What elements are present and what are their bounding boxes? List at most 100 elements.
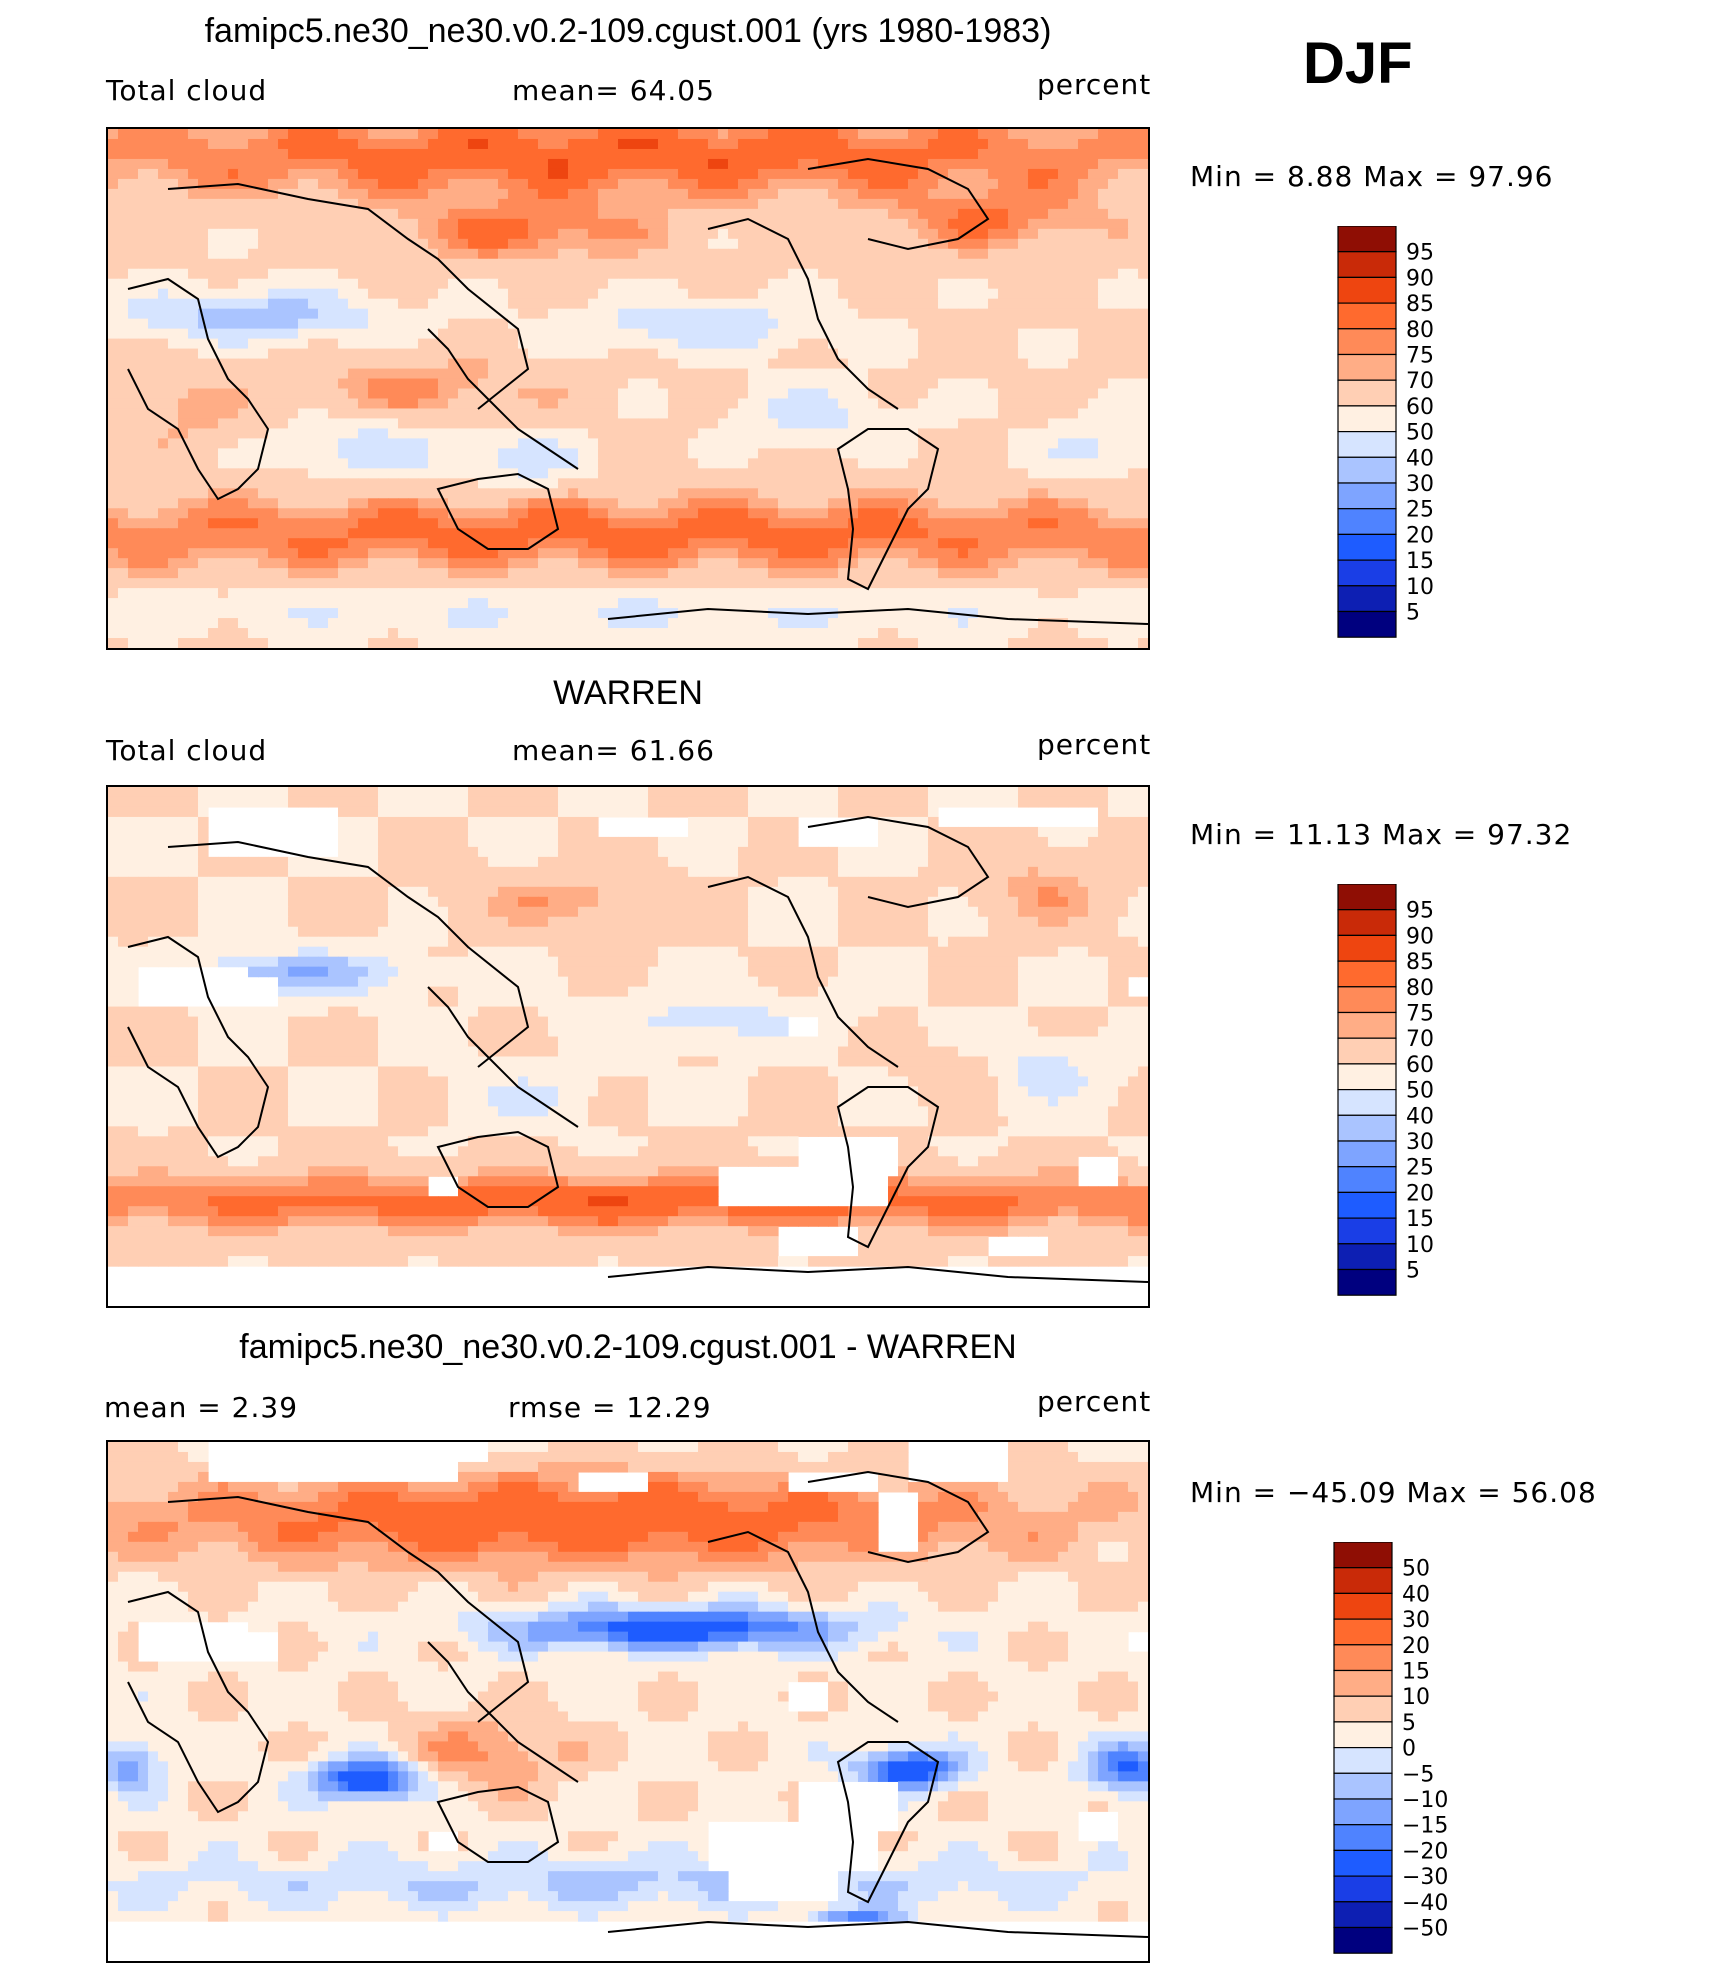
colorbar-box: [1337, 1140, 1397, 1168]
colorbar-tick-label: 25: [1406, 1156, 1434, 1181]
panel-2-units-label: percent: [1037, 728, 1152, 761]
panel-1-variable-label: Total cloud: [106, 74, 268, 107]
colorbar-tick-label: 20: [1406, 523, 1434, 548]
colorbar-box: [1337, 1037, 1397, 1065]
colorbar-box: [1337, 328, 1397, 356]
colorbar-tick-label: 40: [1406, 1104, 1434, 1129]
coastline: [607, 1920, 1148, 1938]
panel-2-variable-label: Total cloud: [106, 734, 268, 767]
colorbar-box: [1337, 1089, 1397, 1116]
colorbar-tick-label: 85: [1406, 950, 1434, 975]
coastline: [707, 217, 899, 410]
colorbar-tick-label: 90: [1406, 924, 1434, 949]
coastline: [807, 1470, 990, 1564]
colorbar-box: [1333, 1772, 1393, 1800]
contour-field: [108, 787, 1148, 1267]
colorbar-tick-label: 10: [1402, 1685, 1430, 1710]
colorbar-tick-label: 60: [1406, 1053, 1434, 1078]
colorbar-box: [1337, 1217, 1397, 1245]
colorbar-tick-label: 75: [1406, 1002, 1434, 1027]
colorbar-box: [1333, 1875, 1393, 1903]
coastline: [436, 1130, 560, 1208]
coastline: [167, 182, 530, 410]
colorbar-tick-label: 70: [1406, 369, 1434, 394]
coastline: [427, 328, 579, 470]
colorbar-tick-label: 30: [1402, 1608, 1430, 1633]
colorbar-tick-label: 15: [1402, 1660, 1430, 1685]
colorbar-tick-label: 20: [1406, 1181, 1434, 1206]
panel-3-map: [106, 1440, 1150, 1963]
panel-1-map: [106, 127, 1150, 650]
colorbar-box: [1337, 405, 1397, 433]
colorbar-tick-label: −15: [1402, 1814, 1448, 1839]
colorbar-tick-label: 95: [1406, 899, 1434, 924]
colorbar-box: [1333, 1849, 1393, 1877]
colorbar-box: [1337, 1011, 1397, 1039]
colorbar-box: [1333, 1824, 1393, 1852]
colorbar-box: [1333, 1542, 1393, 1569]
colorbar-box: [1337, 1063, 1397, 1091]
colorbar-tick-label: 10: [1406, 1233, 1434, 1258]
colorbar-tick-label: 40: [1402, 1582, 1430, 1607]
panel-3-minmax: Min = −45.09 Max = 56.08: [1190, 1476, 1597, 1509]
coastline: [807, 815, 990, 909]
colorbar-tick-label: 80: [1406, 318, 1434, 343]
panel-2-minmax: Min = 11.13 Max = 97.32: [1190, 818, 1573, 851]
colorbar-box: [1333, 1901, 1393, 1929]
colorbar-box: [1337, 1243, 1397, 1271]
colorbar-box: [1333, 1669, 1393, 1697]
colorbar-box: [1337, 1268, 1397, 1296]
coastline: [436, 472, 560, 550]
colorbar-box: [1337, 482, 1397, 510]
colorbar-box: [1333, 1721, 1393, 1749]
colorbar-box: [1337, 379, 1397, 407]
colorbar-box: [1337, 533, 1397, 561]
colorbar-tick-label: 30: [1406, 472, 1434, 497]
coastline: [607, 607, 1148, 625]
colorbar-tick-label: 75: [1406, 344, 1434, 369]
colorbar-tick-label: 20: [1402, 1634, 1430, 1659]
colorbar-tick-label: 80: [1406, 976, 1434, 1001]
contour-field: [108, 129, 1148, 648]
colorbar-tick-label: 30: [1406, 1130, 1434, 1155]
colorbar-tick-label: 90: [1406, 266, 1434, 291]
colorbar-tick-label: 50: [1406, 1079, 1434, 1104]
coastline: [836, 1086, 940, 1249]
colorbar-box: [1337, 353, 1397, 381]
colorbar-box: [1333, 1747, 1393, 1774]
colorbar-box: [1337, 909, 1397, 937]
colorbar-box: [1337, 431, 1397, 458]
colorbar-tick-label: 40: [1406, 446, 1434, 471]
panel-1-mean-label: mean= 64.05: [512, 74, 715, 107]
colorbar-box: [1337, 226, 1397, 253]
colorbar-tick-label: 0: [1402, 1737, 1416, 1762]
coastline: [127, 935, 270, 1159]
colorbar-tick-label: 50: [1406, 421, 1434, 446]
coastline: [167, 840, 530, 1068]
colorbar-tick-label: 70: [1406, 1027, 1434, 1052]
colorbar-box: [1337, 585, 1397, 613]
colorbar-box: [1337, 986, 1397, 1014]
coastline: [707, 1530, 899, 1723]
panel-3-title: famipc5.ne30_ne30.v0.2-109.cgust.001 - W…: [239, 1328, 1017, 1366]
panel-2-mean-label: mean= 61.66: [512, 734, 715, 767]
colorbar-tick-label: 5: [1406, 1259, 1420, 1284]
colorbar-box: [1337, 1166, 1397, 1194]
colorbar-box: [1337, 610, 1397, 638]
colorbar-box: [1333, 1926, 1393, 1954]
coastline: [836, 1741, 940, 1904]
panel-2-map-plot: [108, 787, 1148, 1283]
colorbar-box: [1333, 1695, 1393, 1723]
colorbar-tick-label: −30: [1402, 1865, 1448, 1890]
coastline: [836, 428, 940, 591]
colorbar-box: [1333, 1798, 1393, 1826]
coastline: [427, 986, 579, 1128]
panel-2-map: [106, 785, 1150, 1308]
colorbar-tick-label: −5: [1402, 1762, 1434, 1787]
coastline: [436, 1785, 560, 1863]
colorbar-box: [1337, 302, 1397, 330]
colorbar-tick-label: 50: [1402, 1557, 1430, 1582]
